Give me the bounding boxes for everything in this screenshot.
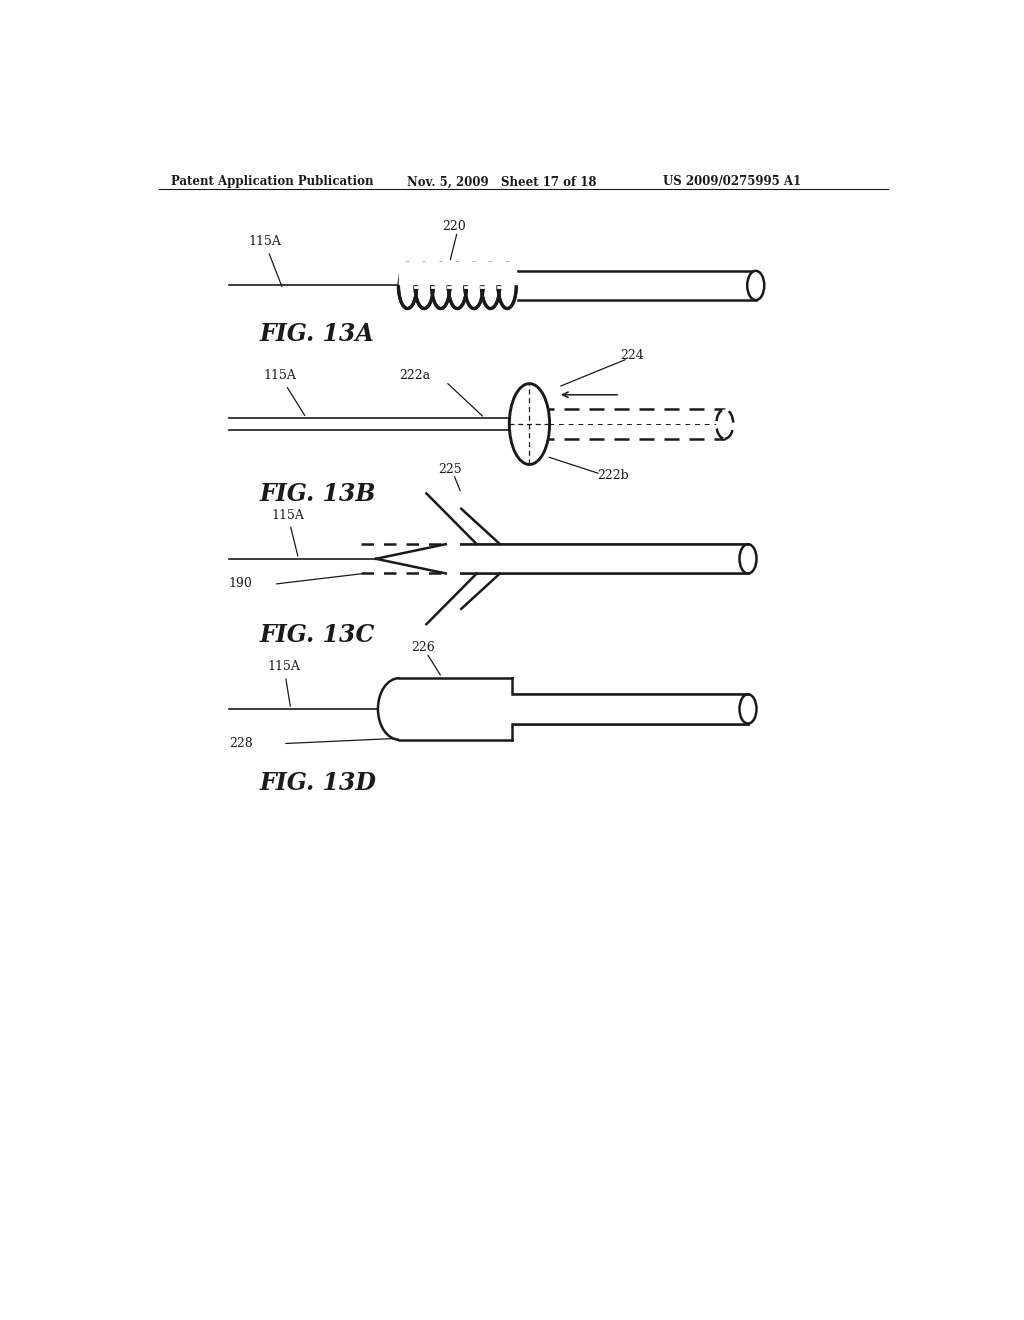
- Ellipse shape: [716, 409, 733, 438]
- Text: 226: 226: [411, 642, 434, 655]
- Text: 225: 225: [438, 462, 462, 475]
- Text: 228: 228: [228, 738, 253, 751]
- Bar: [399, 263, 515, 309]
- Ellipse shape: [378, 678, 421, 739]
- Text: 190: 190: [228, 577, 253, 590]
- Text: 220: 220: [442, 220, 466, 234]
- Bar: [399, 678, 512, 739]
- Ellipse shape: [509, 384, 550, 465]
- Text: FIG. 13C: FIG. 13C: [260, 623, 375, 647]
- Text: Nov. 5, 2009   Sheet 17 of 18: Nov. 5, 2009 Sheet 17 of 18: [407, 176, 597, 189]
- Text: 115A: 115A: [267, 660, 300, 706]
- Text: 222b: 222b: [597, 470, 629, 483]
- Text: 224: 224: [621, 348, 644, 362]
- Text: 115A: 115A: [248, 235, 282, 286]
- Text: FIG. 13B: FIG. 13B: [260, 482, 376, 506]
- Ellipse shape: [739, 544, 757, 573]
- Bar: [508, 694, 748, 723]
- Text: 115A: 115A: [263, 370, 305, 416]
- Ellipse shape: [739, 694, 757, 723]
- Text: US 2009/0275995 A1: US 2009/0275995 A1: [663, 176, 801, 189]
- Text: FIG. 13D: FIG. 13D: [260, 771, 377, 795]
- Bar: [461, 544, 748, 573]
- Text: FIG. 13A: FIG. 13A: [260, 322, 375, 346]
- Text: Patent Application Publication: Patent Application Publication: [171, 176, 373, 189]
- Text: 222a: 222a: [399, 370, 430, 383]
- Ellipse shape: [748, 271, 764, 300]
- Text: 115A: 115A: [271, 508, 304, 556]
